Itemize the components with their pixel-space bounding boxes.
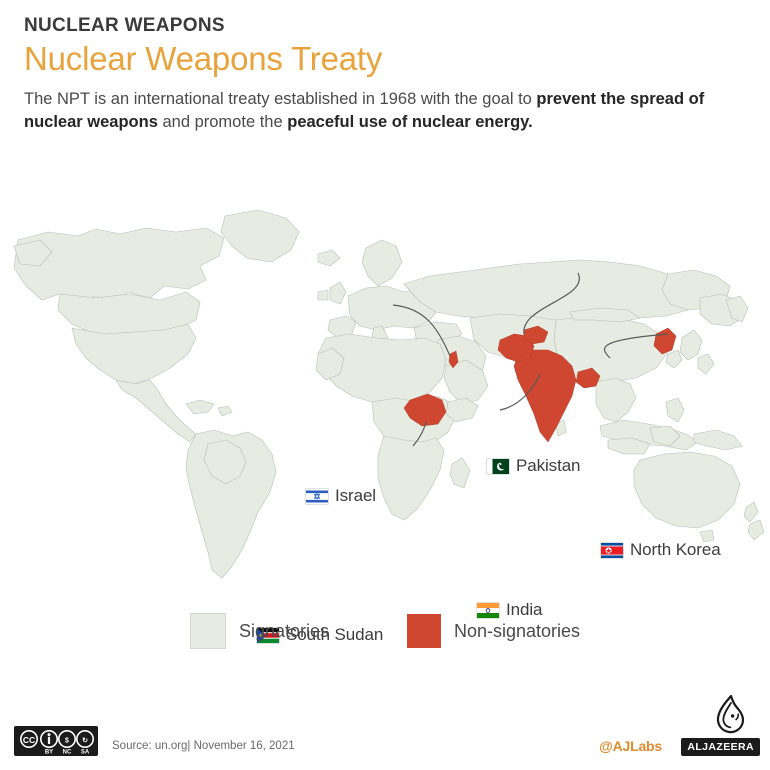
cc-license-icons: CC $ ↻ BY NC SA <box>14 726 98 756</box>
callout-south-sudan[interactable]: South Sudan <box>257 625 383 645</box>
deck-segment-2: and promote the <box>157 113 288 132</box>
country-kashmir <box>523 325 549 345</box>
pakistan-flag-icon <box>487 458 509 474</box>
country-israel <box>448 350 459 369</box>
callout-india[interactable]: India <box>477 600 542 620</box>
svg-text:↻: ↻ <box>82 737 88 744</box>
source-credit: Source: un.org| November 16, 2021 <box>112 740 295 752</box>
kicker-label: NUCLEAR WEAPONS <box>24 15 225 36</box>
callout-label: North Korea <box>630 540 721 559</box>
callout-north-korea[interactable]: North Korea <box>601 540 721 560</box>
leader-line-israel <box>392 304 451 357</box>
leader-line-india <box>499 373 541 411</box>
leader-line-south-sudan <box>412 421 427 447</box>
leader-line-pakistan <box>523 272 580 335</box>
deck-bold-1: prevent the spread of nuclear weapons <box>24 89 705 132</box>
signatories-swatch <box>189 613 226 649</box>
svg-text:CC: CC <box>23 735 35 745</box>
legend-label-signatories: Signatories <box>238 620 329 641</box>
legend-item-non-signatories: Non-signatories <box>407 613 580 649</box>
legend-label-non-signatories: Non-signatories <box>454 620 581 641</box>
creative-commons-badge[interactable]: CC $ ↻ BY NC SA <box>14 726 98 756</box>
callout-label: Pakistan <box>516 456 581 475</box>
leader-line-north-korea <box>603 333 669 359</box>
svg-text:$: $ <box>65 737 69 744</box>
cc-term-nc: NC <box>63 750 72 756</box>
israel-flag-icon <box>306 488 328 504</box>
north-korea-flag-icon <box>601 542 623 558</box>
cc-term-by: BY <box>45 750 53 756</box>
callout-label: Israel <box>335 486 376 505</box>
al-jazeera-wordmark: ALJAZEERA <box>681 738 760 756</box>
header: NUCLEAR WEAPONS Nuclear Weapons Treaty T… <box>24 15 746 135</box>
ajlabs-handle[interactable]: @AJLabs <box>599 738 662 754</box>
non-signatories-swatch <box>407 614 441 648</box>
description-text: The NPT is an international treaty estab… <box>24 88 714 135</box>
callout-label: South Sudan <box>286 625 384 644</box>
footer: CC $ ↻ BY NC SA Source: un.org| November… <box>0 686 770 770</box>
callout-pakistan[interactable]: Pakistan <box>487 456 581 476</box>
deck-segment-1: The NPT is an international treaty estab… <box>24 89 537 108</box>
country-ne-india <box>575 367 601 389</box>
country-india <box>513 349 577 443</box>
world-map-graphic <box>13 209 765 579</box>
country-south-sudan <box>403 393 447 427</box>
callout-label: India <box>506 600 543 619</box>
cc-term-sa: SA <box>81 750 90 756</box>
deck-bold-2: peaceful use of nuclear energy. <box>287 113 533 132</box>
world-map-container: Israel Pakistan North Korea <box>0 188 770 644</box>
map-legend: Signatories Non-signatories <box>0 613 770 649</box>
leader-lines-layer <box>392 272 669 447</box>
south-sudan-flag-icon <box>257 627 279 643</box>
callout-israel[interactable]: Israel <box>306 486 376 506</box>
al-jazeera-logo-icon <box>716 694 745 734</box>
non-signatory-countries-layer <box>403 325 677 443</box>
legend-item-signatories: Signatories <box>189 613 329 649</box>
country-pakistan <box>497 333 535 363</box>
page-title: Nuclear Weapons Treaty <box>24 39 383 77</box>
india-flag-icon <box>477 602 499 618</box>
